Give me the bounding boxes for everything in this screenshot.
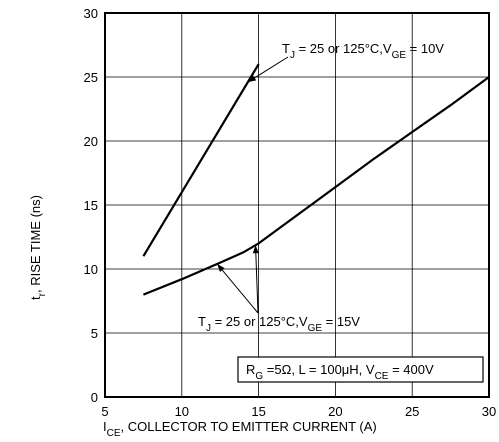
x-tick-label: 5 <box>101 404 108 419</box>
x-tick-label: 30 <box>482 404 496 419</box>
y-tick-labels: 0 5 10 15 20 25 30 <box>84 6 98 405</box>
y-axis-label: tr, RISE TIME (ns) <box>28 195 48 300</box>
arrow-vge-15v-a-head <box>217 263 225 272</box>
y-tick-label: 0 <box>91 390 98 405</box>
x-tick-label: 15 <box>251 404 265 419</box>
y-tick-label: 30 <box>84 6 98 21</box>
arrow-vge-15v-b-head <box>252 245 259 254</box>
annotation-vge-15v: TJ = 25 or 125°C,VGE = 15V <box>198 314 360 334</box>
y-tick-label: 10 <box>84 262 98 277</box>
series-line-2 <box>142 76 490 296</box>
series-group <box>142 63 490 296</box>
x-axis-label: ICE, COLLECTOR TO EMITTER CURRENT (A) <box>103 419 377 439</box>
conditions-box <box>237 356 484 383</box>
x-tick-label: 10 <box>175 404 189 419</box>
x-tick-label: 25 <box>405 404 419 419</box>
plot-border <box>104 12 490 398</box>
arrow-vge-10v-head <box>247 75 257 83</box>
conditions-label: RG =5Ω, L = 100μH, VCE = 400V <box>246 362 434 382</box>
x-tick-labels: 5 10 15 20 25 30 <box>101 404 496 419</box>
y-tick-label: 20 <box>84 134 98 149</box>
y-tick-label: 25 <box>84 70 98 85</box>
y-tick-label: 5 <box>91 326 98 341</box>
plot-frame <box>104 12 490 398</box>
grid-lines <box>105 13 489 397</box>
series-line-1 <box>142 63 260 257</box>
y-tick-label: 15 <box>84 198 98 213</box>
annotation-arrows <box>216 56 289 314</box>
x-tick-label: 20 <box>328 404 342 419</box>
arrow-vge-15v-b <box>255 245 259 314</box>
annotation-vge-10v: TJ = 25 or 125°C,VGE = 10V <box>282 41 444 61</box>
arrow-vge-15v-a <box>216 263 259 314</box>
